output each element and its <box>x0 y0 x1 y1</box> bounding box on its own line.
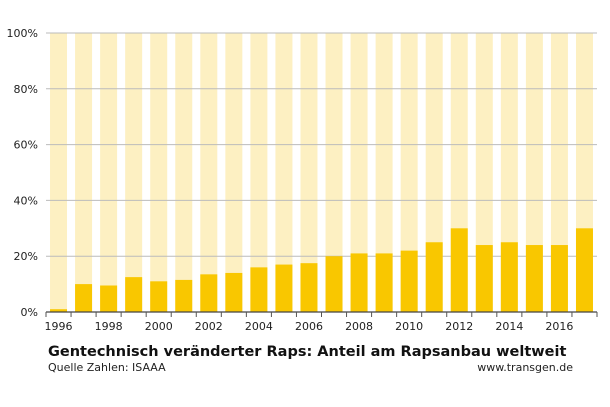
bar-1997 <box>75 284 93 312</box>
background-bar <box>325 33 343 312</box>
bar-2009 <box>375 253 393 312</box>
background-bar <box>275 33 293 312</box>
bar-2010 <box>400 250 418 312</box>
background-bar <box>175 33 193 312</box>
x-tick-labels: 1996 1998 2000 2002 2004 2006 2008 2010 2012 2014… <box>45 320 574 333</box>
x-tick-label-2010: 2010 <box>395 320 423 333</box>
background-bar <box>375 33 393 312</box>
x-tick-label-2000: 2000 <box>145 320 173 333</box>
x-tick-label-1996: 1996 <box>45 320 73 333</box>
background-bars <box>50 33 593 312</box>
bar-2017 <box>575 228 593 312</box>
y-tick-label: 0% <box>21 306 38 319</box>
x-tick-label-2006: 2006 <box>295 320 323 333</box>
y-tick-label: 80% <box>14 83 38 96</box>
source-note: Quelle Zahlen: ISAAA <box>48 361 166 374</box>
background-bar <box>350 33 368 312</box>
background-bar <box>225 33 243 312</box>
x-tick-label-2004: 2004 <box>245 320 273 333</box>
bar-2003 <box>225 272 243 312</box>
background-bar <box>200 33 218 312</box>
bar-1996 <box>50 309 68 312</box>
x-tick-label-2008: 2008 <box>345 320 373 333</box>
y-tick-label: 20% <box>14 250 38 263</box>
bar-2000 <box>150 281 168 312</box>
background-bar <box>100 33 118 312</box>
data-bars <box>50 228 593 312</box>
bar-2016 <box>550 245 568 312</box>
bar-2005 <box>275 264 293 312</box>
bar-2002 <box>200 274 218 312</box>
background-bar <box>75 33 93 312</box>
bar-2006 <box>300 263 318 312</box>
bar-2015 <box>525 245 543 312</box>
bar-2001 <box>175 279 193 312</box>
bar-1999 <box>125 277 143 312</box>
bar-2007 <box>325 256 343 312</box>
y-tick-label: 60% <box>14 139 38 152</box>
bar-2011 <box>425 242 443 312</box>
x-tick-marks <box>45 312 598 317</box>
y-tick-label: 40% <box>14 194 38 207</box>
background-bar <box>125 33 143 312</box>
bar-2012 <box>450 228 468 312</box>
bar-2014 <box>500 242 518 312</box>
background-bar <box>400 33 418 312</box>
bar-1998 <box>100 285 118 312</box>
y-tick-label: 100% <box>7 27 38 40</box>
bar-2008 <box>350 253 368 312</box>
background-bar <box>50 33 68 312</box>
bar-2004 <box>250 267 268 312</box>
background-bar <box>550 33 568 312</box>
background-bar <box>150 33 168 312</box>
x-tick-label-2016: 2016 <box>545 320 573 333</box>
x-tick-label-2012: 2012 <box>445 320 473 333</box>
x-tick-label-2014: 2014 <box>495 320 523 333</box>
chart-title: Gentechnisch veränderter Raps: Anteil am… <box>48 344 567 360</box>
background-bar <box>475 33 493 312</box>
bar-2013 <box>475 245 493 312</box>
x-tick-label-1998: 1998 <box>95 320 123 333</box>
y-tick-labels: 0% 20% 40% 60% 80% 100% <box>7 27 38 319</box>
website-link[interactable]: www.transgen.de <box>477 361 573 374</box>
chart-svg: 0% 20% 40% 60% 80% 100% 1996 1998 2000 2002 2004 2… <box>7 27 598 333</box>
background-bar <box>525 33 543 312</box>
background-bar <box>250 33 268 312</box>
background-bar <box>300 33 318 312</box>
x-tick-label-2002: 2002 <box>195 320 223 333</box>
